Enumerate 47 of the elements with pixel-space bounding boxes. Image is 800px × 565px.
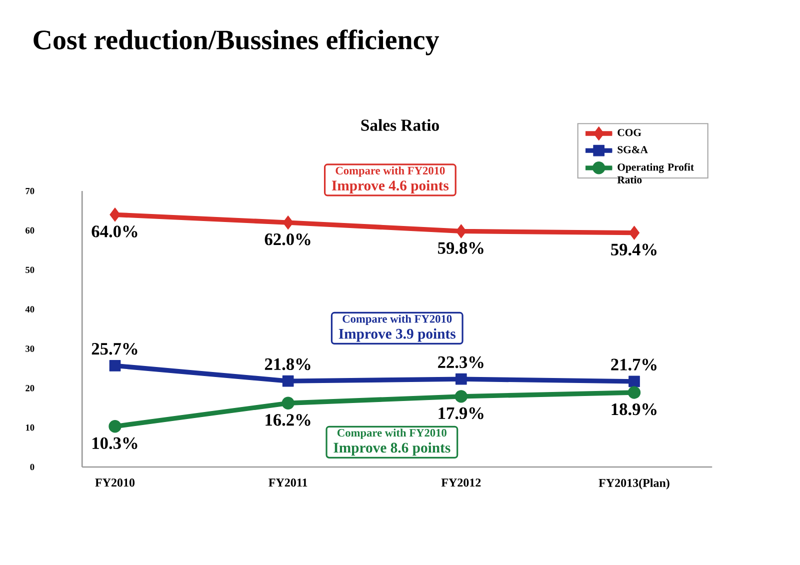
point: [628, 226, 640, 240]
y-tick-label: 0: [30, 464, 34, 470]
x-tick-label: FY2011: [268, 478, 308, 487]
y-tick-label: 50: [26, 266, 34, 274]
data-label: 25.7%: [92, 342, 138, 355]
text: Compare with FY2010: [336, 166, 445, 177]
legend-label: COG: [618, 128, 642, 136]
data-label: 62.0%: [264, 233, 310, 246]
data-label: 59.4%: [611, 244, 656, 256]
point: [109, 360, 121, 372]
data-label: 21.7%: [611, 358, 656, 371]
data-label: 18.9%: [612, 403, 656, 416]
data-label: 10.3%: [92, 437, 138, 450]
legend-label: Operating Profit Ratio: [617, 163, 694, 184]
chart-subtitle: Sales Ratio: [361, 119, 439, 131]
point: [456, 224, 466, 238]
point: [282, 396, 294, 410]
data-label: 22.3%: [438, 356, 484, 368]
chart-title: Cost reduction/Bussines efficiency: [34, 29, 439, 56]
y-tick-label: 10: [26, 424, 34, 431]
x-tick-label: FY2012: [441, 478, 481, 487]
annotation: Compare with FY2010: [342, 314, 452, 325]
y-tick-label: 40: [25, 306, 34, 312]
data-label: 17.9%: [438, 407, 484, 420]
legend-label: SG&A: [618, 146, 648, 154]
data-label: 59.8%: [438, 242, 484, 254]
point: [454, 390, 468, 403]
data-label: 64.0%: [92, 226, 138, 238]
point: [282, 375, 294, 387]
point: [628, 386, 641, 399]
data-label: 16.2%: [266, 414, 310, 426]
x-tick-label: FY2013(Plan): [598, 478, 670, 490]
point: [455, 373, 467, 385]
point: [628, 376, 640, 388]
y-tick-label: 30: [26, 346, 34, 352]
annotation: Improve 4.6 points: [332, 180, 449, 194]
point: [108, 420, 122, 433]
data-label: 21.8%: [264, 358, 310, 370]
annotation: Improve 3.9 points: [338, 328, 456, 342]
annotation: Improve 8.6 points: [334, 442, 450, 456]
point: [110, 208, 120, 222]
x-tick-label: FY2010: [95, 478, 135, 487]
y-tick-label: 70: [26, 188, 34, 194]
y-tick-label: 20: [26, 384, 34, 392]
y-tick-label: 60: [26, 227, 34, 234]
point: [282, 216, 294, 230]
annotation: Compare with FY2010: [337, 428, 446, 439]
